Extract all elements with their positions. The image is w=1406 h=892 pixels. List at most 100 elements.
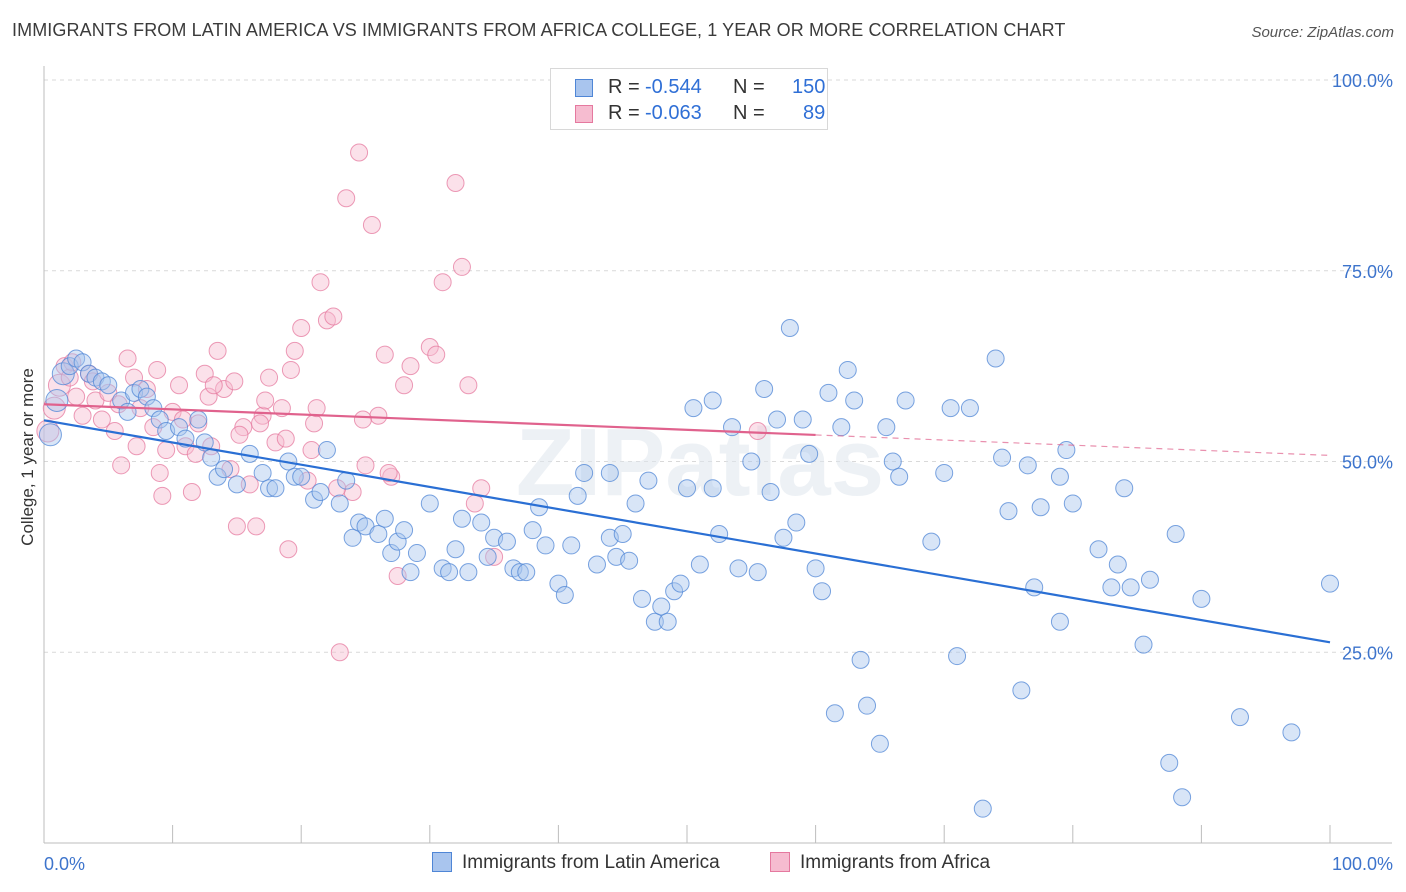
latin-america-point [935,463,954,482]
latin-america-point [755,380,774,399]
latin-america-point [285,467,304,486]
africa-point [285,341,304,360]
chart-title: IMMIGRANTS FROM LATIN AMERICA VS IMMIGRA… [12,20,1066,40]
latin-america-point [99,376,118,395]
legend-item-latin-america[interactable]: Immigrants from Latin America [432,852,720,874]
latin-america-point [73,353,92,372]
africa-point [247,517,266,536]
latin-america-point [523,521,542,540]
source-label: Source: ZipAtlas.com [1251,24,1394,41]
latin-america-swatch [575,79,593,97]
latin-america-point [1102,578,1121,597]
latin-america-point [1282,723,1301,742]
latin-america-point [1057,441,1076,460]
latin-america-point [671,574,690,593]
africa-point [281,360,300,379]
latin-america-point [1166,524,1185,543]
gridlines [44,79,1392,653]
latin-america-point [575,463,594,482]
africa-point [350,143,369,162]
latin-america-point [632,589,651,608]
africa-point [225,372,244,391]
latin-america-point [568,486,587,505]
latin-america-point [748,563,767,582]
latin-america-point [382,544,401,563]
africa-point [748,421,767,440]
latin-america-point [446,540,465,559]
latin-america-point [292,467,311,486]
latin-america-point [645,612,664,631]
latin-america-point [703,479,722,498]
latin-america-point [1115,479,1134,498]
latin-america-point [330,494,349,513]
latin-america-point [806,559,825,578]
legend-label: Immigrants from Africa [800,852,991,873]
latin-america-point [1192,589,1211,608]
latin-america-point [658,612,677,631]
latin-america-point [838,360,857,379]
latin-america-point [137,387,156,406]
latin-america-point [1160,753,1179,772]
africa-point [276,429,295,448]
africa-point [356,456,375,475]
latin-america-point [343,528,362,547]
africa-point [204,376,223,395]
latin-america-point [440,563,459,582]
latin-america-point [395,521,414,540]
africa-point [227,517,246,536]
latin-america-point [150,410,169,429]
latin-america-point [170,418,189,437]
n-label: N = [733,102,765,124]
axes [43,66,1392,844]
latin-america-point [742,452,761,471]
africa-point [305,414,324,433]
y-tick-label: 50.0% [1342,453,1393,473]
latin-america-point [215,460,234,479]
latin-america-point [665,582,684,601]
latin-america-point [562,536,581,555]
watermark: ZIPatlas [516,409,884,516]
tick-labels: 25.0% 50.0% 75.0% 100.0% 0.0% 100.0% [44,71,1393,874]
africa-point [324,307,343,326]
africa-point [73,406,92,425]
legend-label: Immigrants from Latin America [462,852,720,873]
africa-point [369,406,388,425]
latin-america-point [999,502,1018,521]
africa-point [395,376,414,395]
latin-america-point [1173,788,1192,807]
africa-point [446,174,465,193]
latin-america-point [851,650,870,669]
latin-america-point [510,563,529,582]
latin-america-point [768,410,787,429]
latin-america-points [38,318,1339,818]
africa-point [199,387,218,406]
trend-lines [43,403,1331,644]
latin-america-point [407,544,426,563]
latin-america-point [1012,681,1031,700]
africa-point [302,441,321,460]
africa-point [251,414,270,433]
africa-point [401,357,420,376]
latin-america-point [620,551,639,570]
r-label: R = [608,102,640,124]
latin-america-point [176,429,195,448]
latin-america-point [1140,570,1159,589]
africa-point [375,345,394,364]
n-value: 89 [803,102,826,124]
africa-point [433,273,452,292]
latin-america-point [723,418,742,437]
latin-america-point [883,452,902,471]
latin-america-point [317,441,336,460]
latin-america-point [1063,494,1082,513]
legend-item-africa[interactable]: Immigrants from Africa [770,852,990,874]
stats-legend: R = -0.544 N = 150 R = -0.063 N = 89 [550,68,828,130]
latin-america-point [780,318,799,337]
africa-point [127,437,146,456]
africa-point [485,547,504,566]
africa-point [459,376,478,395]
latin-america-point [613,524,632,543]
latin-america-point [536,536,555,555]
latin-america-point [626,494,645,513]
africa-point [170,376,189,395]
africa-point [452,257,471,276]
